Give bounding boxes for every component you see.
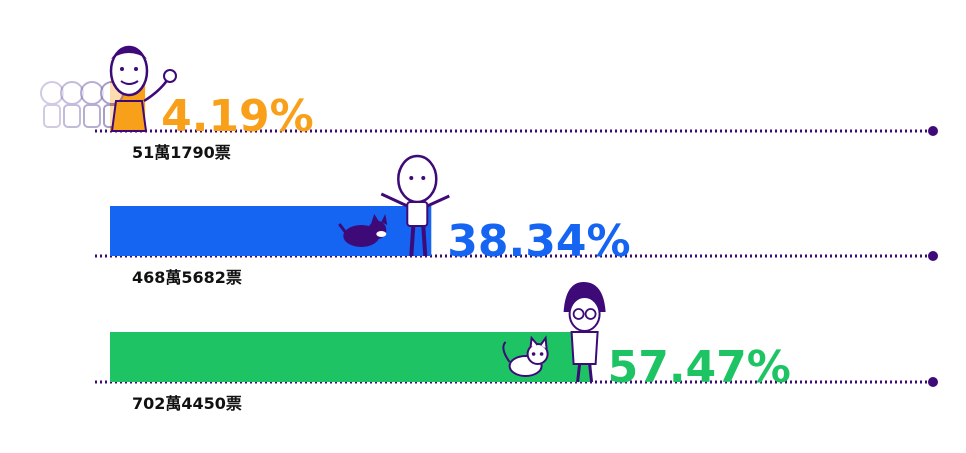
vote-count-label-2: 702萬4450票 <box>132 394 242 413</box>
baseline-end-dot-2 <box>928 377 938 387</box>
baseline-end-dot-1 <box>928 251 938 261</box>
glasses-candidate-caricature-icon <box>502 282 606 383</box>
waving-candidate-caricature-icon <box>40 45 177 132</box>
result-row: 4.19% 51萬1790票 <box>40 45 938 162</box>
baseline-end-dot-0 <box>928 126 938 136</box>
vote-count-label-1: 468萬5682票 <box>132 268 242 287</box>
percentage-label-1: 38.34% <box>447 216 630 267</box>
percentage-label-2: 57.47% <box>608 342 791 393</box>
result-row: 57.47% 702萬4450票 <box>95 282 938 413</box>
bar-2 <box>110 332 592 382</box>
vote-count-label-0: 51萬1790票 <box>132 143 231 162</box>
result-row: 38.34% 468萬5682票 <box>95 154 938 287</box>
percentage-label-0: 4.19% <box>161 91 314 142</box>
arms-out-candidate-caricature-icon <box>338 154 450 257</box>
